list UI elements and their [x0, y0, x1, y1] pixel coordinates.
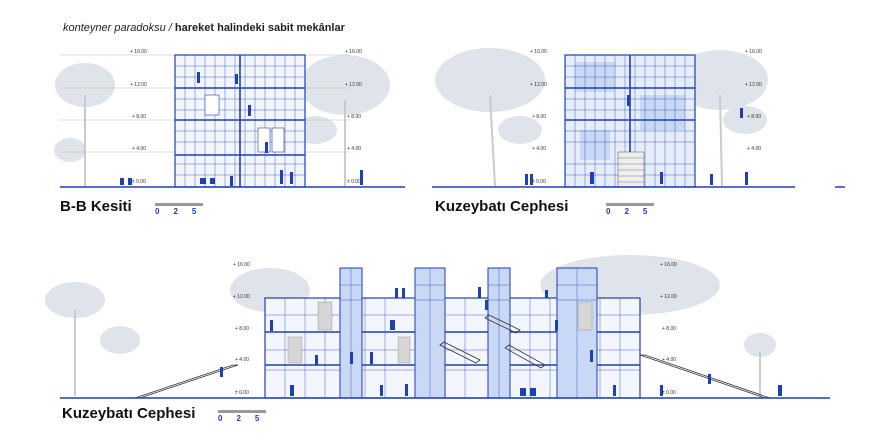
level-label: + 16.00: [233, 262, 250, 268]
drawing-title-northwest-facade: Kuzeybatı Cephesi: [435, 198, 569, 215]
level-label: ± 0.00: [532, 179, 546, 185]
level-label: + 4.00: [132, 146, 146, 152]
level-label: + 12.00: [345, 82, 362, 88]
drawing-title-bb-section: B-B Kesiti: [60, 198, 132, 215]
level-label: + 8.00: [132, 114, 146, 120]
level-label: ± 0.00: [662, 390, 676, 396]
northwest-facade-drawing-1: + 16.00 + 12.00 + 8.00 + 4.00 ± 0.00 + 1…: [432, 49, 845, 188]
level-label: ± 0.00: [235, 390, 249, 396]
level-label: + 8.00: [235, 326, 249, 332]
level-label: ± 0.00: [132, 179, 146, 185]
level-label: + 16.00: [745, 49, 762, 55]
drawing-title-northwest-facade-long: Kuzeybatı Cephesi: [62, 405, 196, 422]
bb-section-drawing: + 16.00 + 12.00 + 8.00 + 4.00 ± 0.00 + 1…: [60, 49, 405, 188]
level-label: + 12.00: [660, 294, 677, 300]
scale-label: 2: [173, 207, 178, 216]
level-label: + 16.00: [660, 262, 677, 268]
scale-label: 2: [624, 207, 629, 216]
level-label: + 16.00: [130, 49, 147, 55]
scale-bar: 0 2 5: [606, 203, 654, 216]
scale-label: 0: [218, 414, 223, 423]
scale-label: 0: [155, 207, 160, 216]
scale-label: 2: [236, 414, 241, 423]
level-label: + 8.00: [747, 114, 761, 120]
level-label: + 4.00: [235, 357, 249, 363]
level-label: + 4.00: [662, 357, 676, 363]
level-label: + 12.00: [530, 82, 547, 88]
level-label: + 16.00: [530, 49, 547, 55]
level-label: + 4.00: [347, 146, 361, 152]
level-label: + 8.00: [662, 326, 676, 332]
level-label: + 8.00: [532, 114, 546, 120]
scale-bar: 0 2 5: [218, 410, 266, 423]
level-label: + 12.00: [745, 82, 762, 88]
northwest-facade-drawing-2: + 16.00 + 12.00 + 8.00 + 4.00 ± 0.00 + 1…: [60, 262, 830, 399]
scale-bar: 0 2 5: [155, 203, 203, 216]
level-label: + 16.00: [345, 49, 362, 55]
level-label: + 12.00: [233, 294, 250, 300]
scale-label: 5: [254, 414, 260, 423]
level-label: + 8.00: [347, 114, 361, 120]
scale-label: 5: [642, 207, 648, 216]
header-subtitle: konteyner paradoksu /: [63, 22, 175, 34]
header-title: hareket halindeki sabit mekânlar: [174, 22, 345, 34]
sheet-header: konteyner paradoksu / hareket halindeki …: [63, 22, 345, 34]
level-label: + 12.00: [130, 82, 147, 88]
level-label: ± 0.00: [347, 179, 361, 185]
level-label: + 4.00: [747, 146, 761, 152]
level-label: + 4.00: [532, 146, 546, 152]
scale-label: 5: [191, 207, 197, 216]
scale-label: 0: [606, 207, 611, 216]
